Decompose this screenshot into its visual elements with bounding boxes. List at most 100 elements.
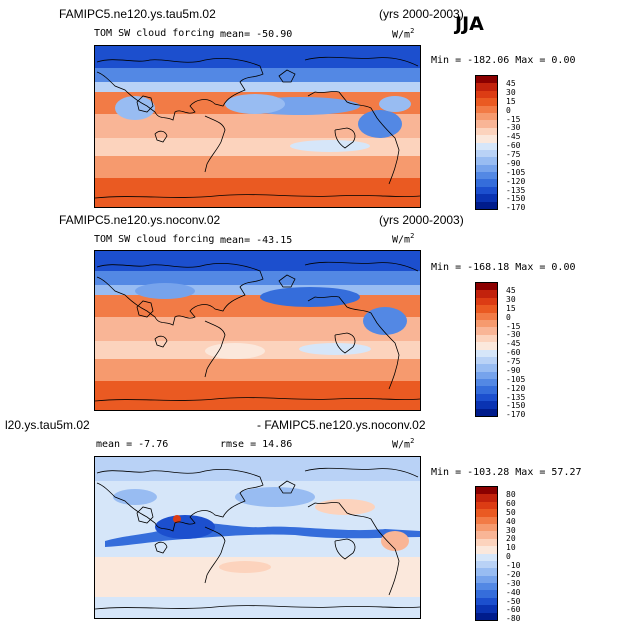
- colorbar-label: -170: [506, 203, 526, 213]
- colorbar-label: -30: [506, 123, 521, 133]
- colorbar-swatch: [476, 127, 497, 136]
- colorbar-swatch: [476, 305, 497, 313]
- colorbar-swatch: [476, 386, 497, 394]
- colorbar-swatch: [476, 364, 497, 372]
- colorbar-swatch: [476, 501, 497, 510]
- panel3-mean: mean = -7.76: [96, 439, 169, 450]
- panel3-map-svg: [95, 457, 420, 618]
- colorbar-label: 10: [506, 543, 516, 553]
- colorbar-label: -75: [506, 150, 521, 159]
- colorbar-label: -135: [506, 185, 526, 195]
- colorbar-label: -150: [506, 401, 526, 411]
- colorbar-swatch: [476, 76, 497, 84]
- colorbar-label: -105: [506, 167, 526, 177]
- panel1-minmax: Min = -182.06 Max = 0.00: [431, 55, 576, 66]
- colorbar-label: -90: [506, 365, 521, 375]
- panel2-coastlines: [95, 261, 420, 402]
- panel2-mean: mean= -43.15: [220, 235, 293, 246]
- colorbar-label: -40: [506, 587, 521, 597]
- colorbar-swatch: [476, 142, 497, 150]
- colorbar-label: 0: [506, 105, 511, 115]
- panel3-case-title-left: l20.ys.tau5m.02: [5, 418, 90, 432]
- colorbar-label: 0: [506, 552, 511, 562]
- colorbar-swatch: [476, 494, 497, 502]
- colorbar-label: 45: [506, 79, 516, 88]
- colorbar-swatch: [476, 105, 497, 113]
- colorbar-label: 45: [506, 286, 516, 295]
- colorbar-swatch: [476, 283, 497, 291]
- colorbar-label: -15: [506, 321, 521, 331]
- colorbar-swatch: [476, 401, 497, 409]
- colorbar-label: -30: [506, 330, 521, 340]
- colorbar-swatch: [476, 98, 497, 106]
- panel3-map: [94, 456, 421, 619]
- colorbar-swatch: [476, 487, 497, 495]
- panel2-units-exp: 2: [410, 232, 415, 240]
- panel1-units-exp: 2: [410, 27, 415, 35]
- colorbar-label: 0: [506, 312, 511, 322]
- colorbar-swatch: [476, 546, 497, 554]
- colorbar-label: -90: [506, 158, 521, 168]
- panel2-map: [94, 250, 421, 411]
- colorbar-swatch: [476, 120, 497, 128]
- panel1-map-svg: [95, 46, 420, 207]
- colorbar-swatch: [476, 112, 497, 121]
- colorbar-swatch: [476, 186, 497, 195]
- colorbar-swatch: [476, 356, 497, 365]
- panel2-map-svg: [95, 251, 420, 410]
- colorbar-swatch: [476, 560, 497, 569]
- colorbar-swatch: [476, 597, 497, 606]
- panel2-colorbar: [475, 282, 498, 418]
- colorbar-label: -75: [506, 357, 521, 366]
- panel3-units-base: W/m: [392, 439, 411, 451]
- panel1-units: W/m2: [392, 27, 414, 40]
- colorbar-swatch: [476, 157, 497, 165]
- colorbar-swatch: [476, 605, 497, 613]
- colorbar-swatch: [476, 164, 497, 173]
- panel2-units: W/m2: [392, 232, 414, 245]
- panel1-units-base: W/m: [392, 29, 411, 41]
- panel2-years: (yrs 2000-2003): [379, 213, 464, 227]
- colorbar-swatch: [476, 135, 497, 143]
- panel2-units-base: W/m: [392, 234, 411, 246]
- colorbar-swatch: [476, 334, 497, 343]
- colorbar-swatch: [476, 172, 497, 180]
- panel1-variable: TOM SW cloud forcing: [94, 28, 215, 39]
- colorbar-swatch: [476, 393, 497, 402]
- colorbar-swatch: [476, 575, 497, 584]
- panel1-colorbar-labels: 45 30 15 0 -15 -30 -45 -60 -75 -90 -105 -120 -135 -15…: [506, 79, 526, 213]
- colorbar-swatch: [476, 538, 497, 547]
- colorbar-swatch: [476, 590, 497, 598]
- colorbar-label: -170: [506, 410, 526, 420]
- colorbar-label: -60: [506, 348, 521, 358]
- colorbar-swatch: [476, 568, 497, 576]
- colorbar-label: -10: [506, 561, 521, 570]
- colorbar-swatch: [476, 319, 497, 328]
- colorbar-swatch: [476, 297, 497, 306]
- colorbar-label: 30: [506, 525, 516, 535]
- colorbar-label: 30: [506, 87, 516, 97]
- colorbar-swatch: [476, 408, 497, 417]
- colorbar-label: 20: [506, 534, 516, 544]
- panel1-colorbar: [475, 75, 498, 211]
- colorbar-swatch: [476, 194, 497, 202]
- colorbar-label: 50: [506, 507, 516, 517]
- colorbar-label: -45: [506, 339, 521, 349]
- season-label: JJA: [455, 13, 484, 35]
- colorbar-swatch: [476, 327, 497, 335]
- colorbar-swatch: [476, 523, 497, 532]
- panel2-colorbar-labels: 45 30 15 0 -15 -30 -45 -60 -75 -90 -105 -120 -135 -15…: [506, 286, 526, 420]
- colorbar-label: -135: [506, 392, 526, 402]
- colorbar-label: -150: [506, 194, 526, 204]
- panel3-case-title-right: - FAMIPC5.ne120.ys.noconv.02: [257, 418, 426, 432]
- colorbar-label: 30: [506, 294, 516, 304]
- colorbar-label: 80: [506, 490, 516, 499]
- colorbar-label: -120: [506, 176, 526, 186]
- colorbar-label: 15: [506, 96, 516, 106]
- colorbar-label: -45: [506, 132, 521, 142]
- colorbar-swatch: [476, 90, 497, 99]
- colorbar-swatch: [476, 509, 497, 517]
- colorbar-label: 40: [506, 516, 516, 526]
- panel3-minmax: Min = -103.28 Max = 57.27: [431, 467, 582, 478]
- panel1-coastlines: [95, 56, 420, 199]
